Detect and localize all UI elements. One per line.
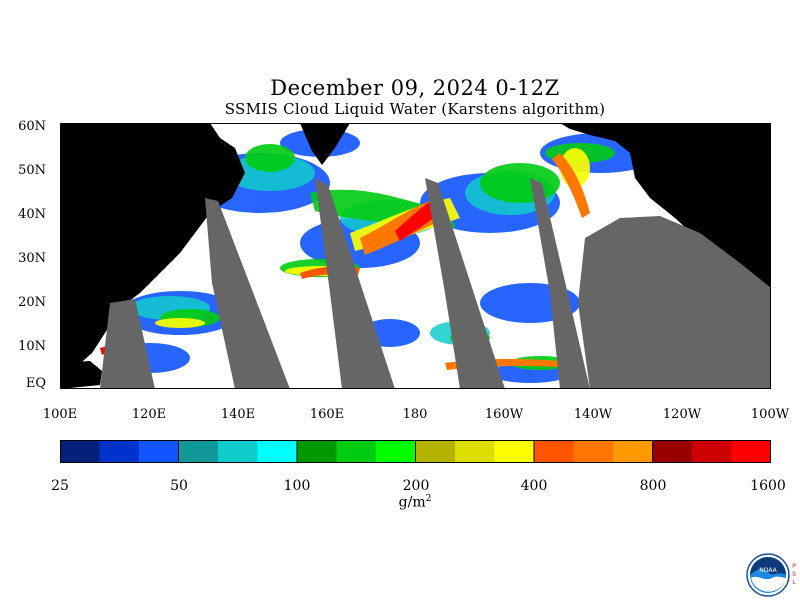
svg-text:L: L [792, 579, 796, 586]
noaa-logo: NOAA P S L [746, 553, 796, 597]
colorbar-segment [178, 440, 219, 463]
units-superscript: 2 [425, 494, 432, 504]
colorbar-segment [376, 440, 416, 463]
lon-label-100e: 100E [42, 407, 78, 422]
land-asia [60, 123, 245, 373]
colorbar-segment [692, 440, 732, 463]
cloud-liquid-water-map [60, 123, 771, 389]
colorbar-segment [218, 440, 258, 463]
colorbar-segment [731, 440, 771, 463]
lat-label-10n: 10N [18, 339, 46, 354]
lat-label-40n: 40N [18, 207, 46, 222]
lat-label-30n: 30N [18, 251, 46, 266]
colorbar-segment [494, 440, 535, 463]
colorbar-label-800: 800 [639, 478, 667, 494]
colorbar-segment [139, 440, 179, 463]
colorbar-segment [297, 440, 337, 463]
lon-label-140w: 140W [573, 407, 613, 422]
colorbar-label-100: 100 [283, 478, 311, 494]
lon-label-160w: 160W [484, 407, 524, 422]
colorbar-segment [60, 440, 100, 463]
colorbar-segment [534, 440, 574, 463]
colorbar-segment [455, 440, 495, 463]
colorbar-units: g/m2 [380, 494, 450, 511]
colorbar-segment [613, 440, 653, 463]
colorbar-segment [573, 440, 614, 463]
land-kamchatka [300, 123, 350, 165]
colorbar-border [60, 440, 771, 463]
colorbar-label-200: 200 [402, 478, 430, 494]
land-borneo [60, 361, 102, 389]
colorbar-label-1600: 1600 [750, 478, 786, 494]
lon-label-100w: 100W [750, 407, 790, 422]
swath-gaps [100, 178, 771, 389]
units-base: g/m [398, 494, 426, 511]
colorbar-label-400: 400 [520, 478, 548, 494]
svg-text:P: P [792, 563, 796, 570]
colorbar-segment [257, 440, 298, 463]
lat-label-50n: 50N [18, 163, 46, 178]
colorbar-segment [336, 440, 377, 463]
colorbar [60, 440, 771, 463]
lat-label-eq: EQ [25, 376, 46, 391]
lon-label-120w: 120W [662, 407, 702, 422]
colorbar-segment [99, 440, 140, 463]
lon-label-120e: 120E [131, 407, 167, 422]
svg-text:NOAA: NOAA [759, 567, 777, 574]
page-subtitle: SSMIS Cloud Liquid Water (Karstens algor… [224, 100, 606, 118]
lon-label-160e: 160E [309, 407, 345, 422]
colorbar-label-50: 50 [170, 478, 188, 494]
map-border [60, 123, 771, 389]
lat-label-20n: 20N [18, 295, 46, 310]
colorbar-segment [652, 440, 693, 463]
colorbar-label-25: 25 [51, 478, 69, 494]
colorbar-segment [415, 440, 456, 463]
svg-text:S: S [792, 571, 796, 578]
lat-label-60n: 60N [18, 119, 46, 134]
page-title: December 09, 2024 0-12Z [270, 76, 560, 100]
lon-label-180: 180 [402, 407, 428, 422]
lon-label-140e: 140E [220, 407, 256, 422]
